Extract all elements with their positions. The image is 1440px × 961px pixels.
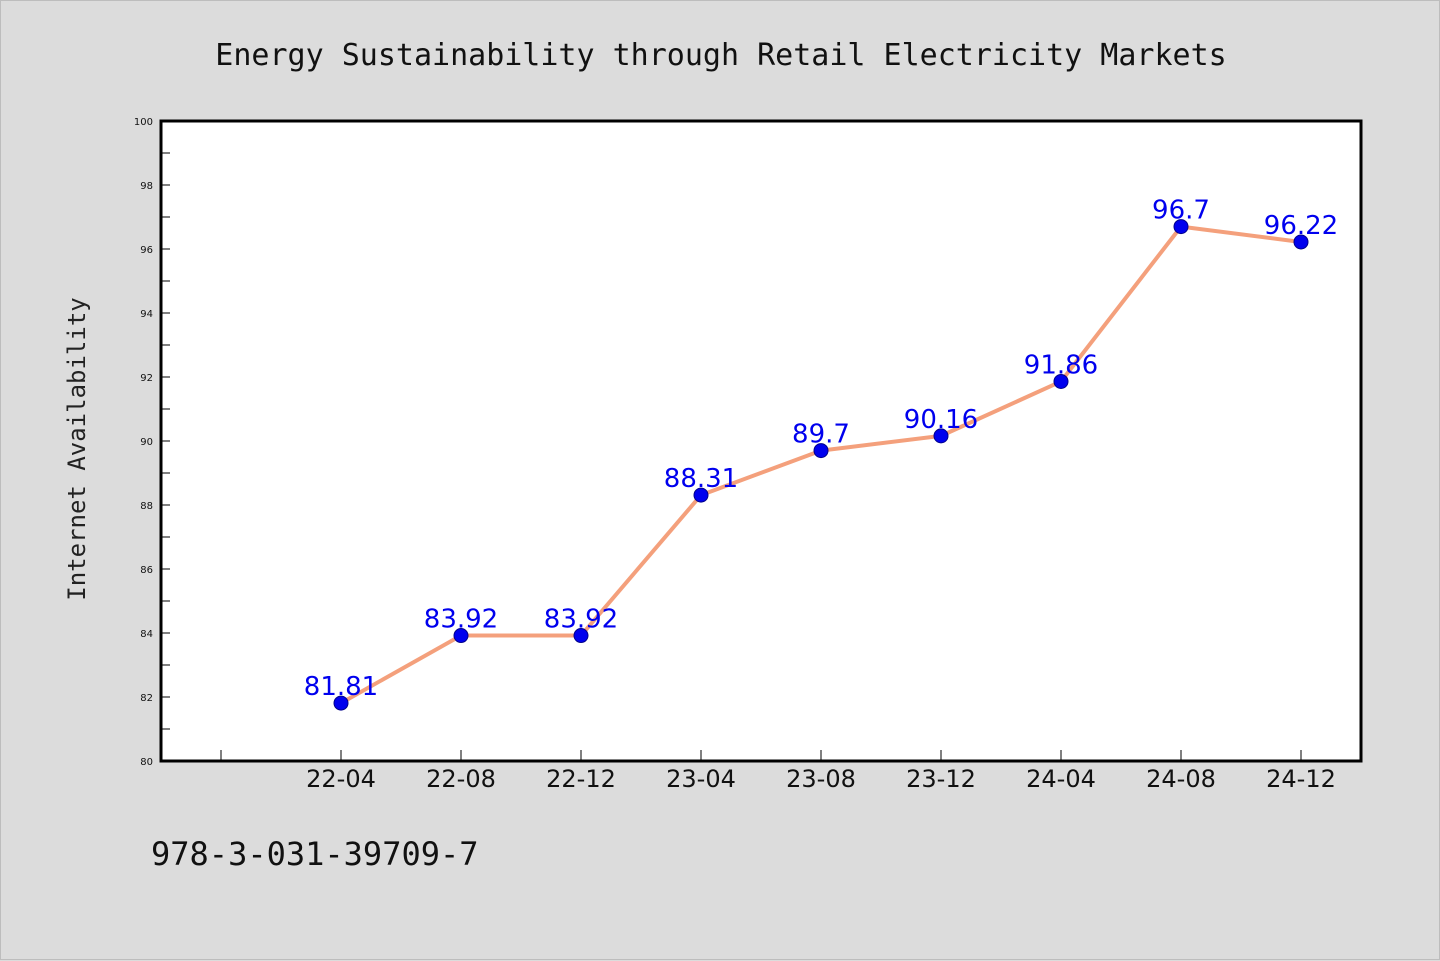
y-tick-label: 88 xyxy=(140,501,153,512)
y-tick-label: 84 xyxy=(140,629,153,640)
y-tick-label: 100 xyxy=(134,117,153,128)
y-tick-label: 98 xyxy=(140,181,153,192)
data-point xyxy=(1053,373,1069,389)
x-tick-label: 23-04 xyxy=(666,765,736,793)
x-tick-label: 23-08 xyxy=(786,765,856,793)
x-tick-label: 23-12 xyxy=(906,765,976,793)
x-tick-label: 22-12 xyxy=(546,765,616,793)
footnote-isbn: 978-3-031-39709-7 xyxy=(151,835,479,873)
x-tick-label: 22-04 xyxy=(306,765,376,793)
y-tick-label: 80 xyxy=(140,757,153,768)
axes: 80 82 84 86 88 90 92 94 96 98 100 22-04 22-08 22-12 23… xyxy=(134,117,1336,793)
data-point xyxy=(453,628,469,644)
y-tick-label: 82 xyxy=(140,693,153,704)
x-tick-label: 24-04 xyxy=(1026,765,1096,793)
data-point xyxy=(933,428,949,444)
data-point xyxy=(813,443,829,459)
y-tick-label: 92 xyxy=(140,373,153,384)
x-tick-label: 24-08 xyxy=(1146,765,1216,793)
data-point xyxy=(333,695,349,711)
data-point xyxy=(1293,234,1309,250)
chart-title: Energy Sustainability through Retail Ele… xyxy=(215,38,1226,73)
y-tick-label: 96 xyxy=(140,245,153,256)
y-tick-label: 86 xyxy=(140,565,153,576)
x-tick-label: 24-12 xyxy=(1266,765,1336,793)
plot-area xyxy=(161,121,1361,761)
x-tick-label: 22-08 xyxy=(426,765,496,793)
data-point xyxy=(693,487,709,503)
data-point xyxy=(1173,219,1189,235)
y-tick-label: 90 xyxy=(140,437,153,448)
plot-frame xyxy=(159,119,1363,763)
data-point xyxy=(573,628,589,644)
y-axis-label: Internet Availability xyxy=(63,297,91,600)
y-tick-label: 94 xyxy=(140,309,153,320)
